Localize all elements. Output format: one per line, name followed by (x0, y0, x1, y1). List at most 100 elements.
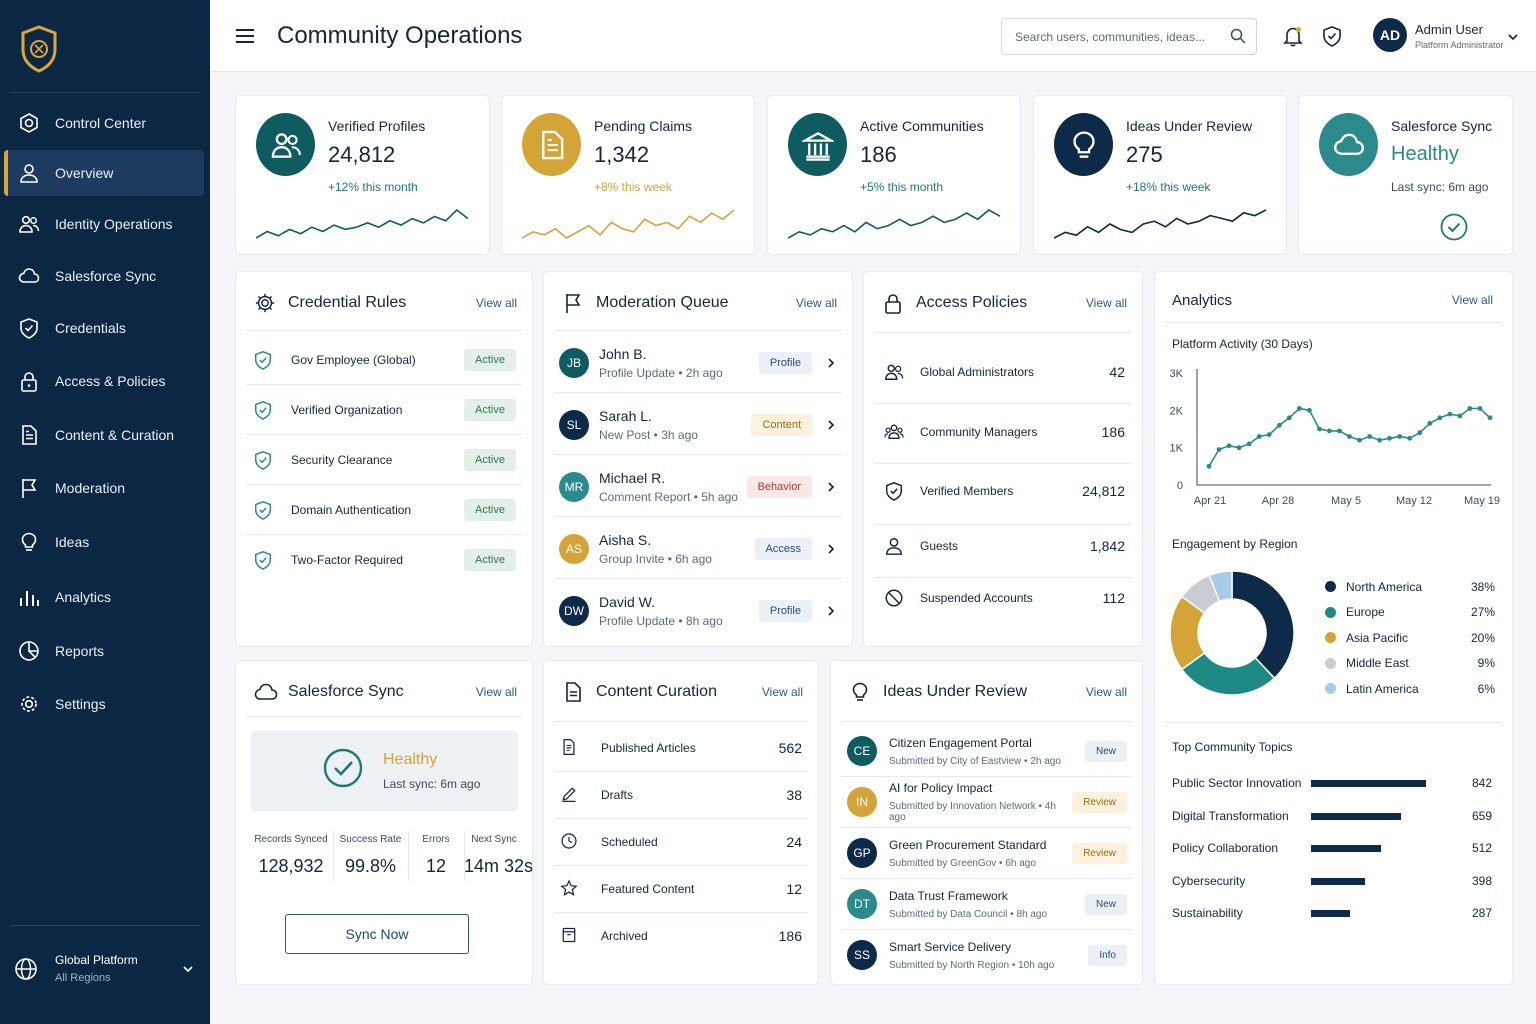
legend-item: Asia Pacific 20% (1325, 625, 1495, 651)
credential-rules-view-all-link[interactable]: View all (475, 296, 517, 310)
sidebar-item-ideas[interactable]: Ideas (4, 519, 204, 565)
moderation-item[interactable]: SL Sarah L. New Post • 3h ago Content (554, 402, 842, 448)
ideas-review-view-all-link[interactable]: View all (1085, 685, 1127, 699)
credential-rule-row[interactable]: Security Clearance Active (246, 442, 522, 478)
credential-rule-row[interactable]: Domain Authentication Active (246, 492, 522, 528)
curation-count: 38 (786, 787, 802, 803)
sync-stat-value: 128,932 (258, 856, 324, 876)
sidebar-item-access-policies[interactable]: Access & Policies (4, 358, 204, 404)
idea-detail: Submitted by Data Council • 8h ago (889, 908, 1048, 920)
topic-bar (1311, 812, 1401, 820)
moderation-queue-view-all-link[interactable]: View all (795, 296, 837, 310)
flag-icon (18, 477, 40, 499)
activity-point (1467, 406, 1473, 411)
sidebar-item-identity-operations[interactable]: Identity Operations (4, 201, 204, 247)
kpi-card-active-communities[interactable]: Active Communities 186 +5% this month (767, 95, 1021, 255)
platform-selector[interactable]: Global Platform All Regions (14, 953, 194, 984)
kpi-card-salesforce-sync[interactable]: Salesforce Sync Healthy Last sync: 6m ago (1298, 95, 1513, 255)
salesforce-sync-view-all-link[interactable]: View all (475, 685, 517, 699)
shield-check-icon[interactable] (1321, 25, 1343, 47)
archive-icon (560, 926, 580, 946)
sparkline (522, 209, 735, 239)
sidebar-item-settings[interactable]: Settings (4, 681, 204, 727)
moderation-item[interactable]: JB John B. Profile Update • 2h ago Profile (554, 340, 842, 386)
content-curation-view-all-link[interactable]: View all (761, 685, 803, 699)
search-input[interactable] (1001, 18, 1257, 55)
credential-rule-row[interactable]: Gov Employee (Global) Active (246, 342, 522, 378)
access-policies-view-all-link[interactable]: View all (1085, 296, 1127, 310)
lightbulb-icon (849, 681, 871, 703)
topic-label: Cybersecurity (1172, 873, 1246, 888)
bell-icon[interactable] (1282, 25, 1304, 47)
sidebar-item-label: Content & Curation (55, 427, 175, 443)
sidebar-item-analytics[interactable]: Analytics (4, 574, 204, 620)
policy-count: 24,812 (1082, 483, 1125, 499)
activity-point (1276, 422, 1282, 428)
curation-row[interactable]: Featured Content 12 (554, 876, 808, 902)
topics-chart-title: Top Community Topics (1172, 740, 1293, 754)
idea-item[interactable]: GP Green Procurement Standard Submitted by… (841, 833, 1132, 873)
kpi-delta: +8% this week (594, 180, 672, 194)
platform-subtitle: All Regions (55, 972, 111, 984)
credential-rule-row[interactable]: Two-Factor Required Active (246, 542, 522, 578)
sidebar-item-reports[interactable]: Reports (4, 628, 204, 674)
chevron-right-icon[interactable] (826, 357, 836, 369)
sidebar-item-content-curation[interactable]: Content & Curation (4, 412, 204, 458)
sidebar-item-overview[interactable]: Overview (4, 150, 204, 196)
idea-item[interactable]: IN AI for Policy Impact Submitted by Innov… (841, 781, 1132, 823)
moderation-item[interactable]: MR Michael R. Comment Report • 5h ago Behav… (554, 464, 842, 510)
salesforce-sync-card: Salesforce Sync View all Healthy Last sy… (235, 660, 533, 985)
policy-row[interactable]: Guests 1,842 (874, 533, 1132, 559)
kpi-card-verified-profiles[interactable]: Verified Profiles 24,812 +12% this month (235, 95, 490, 255)
activity-point (1387, 435, 1392, 441)
policy-count: 1,842 (1089, 538, 1125, 554)
sidebar-item-credentials[interactable]: Credentials (4, 305, 204, 351)
moderation-item[interactable]: DW David W. Profile Update • 8h ago Profile (554, 588, 842, 634)
avatar[interactable]: AD (1373, 18, 1407, 52)
chevron-right-icon[interactable] (826, 481, 836, 493)
idea-tag: New (1084, 893, 1127, 915)
activity-point (1206, 463, 1212, 469)
idea-name: Citizen Engagement Portal (889, 735, 1032, 750)
chevron-right-icon[interactable] (826, 543, 836, 555)
idea-item[interactable]: SS Smart Service Delivery Submitted by Nor… (841, 935, 1132, 975)
idea-item[interactable]: DT Data Trust Framework Submitted by Data … (841, 884, 1132, 924)
policy-row[interactable]: Verified Members 24,812 (874, 478, 1132, 504)
search-icon[interactable] (1230, 28, 1246, 44)
activity-point (1296, 406, 1302, 411)
curation-row[interactable]: Published Articles 562 (554, 735, 808, 761)
policy-row[interactable]: Suspended Accounts 112 (874, 585, 1132, 611)
policy-name: Guests (920, 539, 959, 553)
credential-rules-card: Credential Rules View all Gov Employee (… (235, 271, 533, 647)
sync-stat-label: Success Rate (339, 834, 402, 845)
credential-rule-row[interactable]: Verified Organization Active (246, 392, 522, 428)
moderation-tag: Profile (758, 600, 812, 622)
policy-name: Global Administrators (920, 365, 1035, 379)
access-policies-title: Access Policies (916, 294, 1028, 311)
sidebar-item-control-center[interactable]: Control Center (4, 100, 204, 146)
moderation-tag: Access (754, 538, 812, 560)
curation-row[interactable]: Archived 186 (554, 923, 808, 949)
menu-icon[interactable] (235, 26, 255, 46)
sidebar-item-salesforce-sync[interactable]: Salesforce Sync (4, 253, 204, 299)
kpi-card-ideas-under-review[interactable]: Ideas Under Review 275 +18% this week (1033, 95, 1287, 255)
moderation-tag: Profile (758, 352, 812, 374)
curation-row[interactable]: Drafts 38 (554, 782, 808, 808)
analytics-view-all-link[interactable]: View all (1451, 293, 1493, 307)
kpi-card-pending-claims[interactable]: Pending Claims 1,342 +8% this week (501, 95, 755, 255)
policy-row[interactable]: Global Administrators 42 (874, 359, 1132, 385)
activity-point (1367, 434, 1372, 439)
moderation-item[interactable]: AS Aisha S. Group Invite • 6h ago Access (554, 526, 842, 572)
sidebar-item-label: Access & Policies (55, 373, 166, 389)
chevron-down-icon[interactable] (1507, 31, 1519, 43)
sync-now-button[interactable]: Sync Now (285, 914, 469, 954)
curation-row[interactable]: Scheduled 24 (554, 829, 808, 855)
topic-value: 659 (1471, 808, 1492, 823)
sidebar-item-moderation[interactable]: Moderation (4, 465, 204, 511)
policy-row[interactable]: Community Managers 186 (874, 419, 1132, 445)
chevron-right-icon[interactable] (826, 605, 836, 617)
idea-item[interactable]: CE Citizen Engagement Portal Submitted by … (841, 731, 1132, 771)
chevron-right-icon[interactable] (826, 419, 836, 431)
status-badge: Active (464, 349, 516, 371)
legend-swatch (1325, 657, 1336, 669)
